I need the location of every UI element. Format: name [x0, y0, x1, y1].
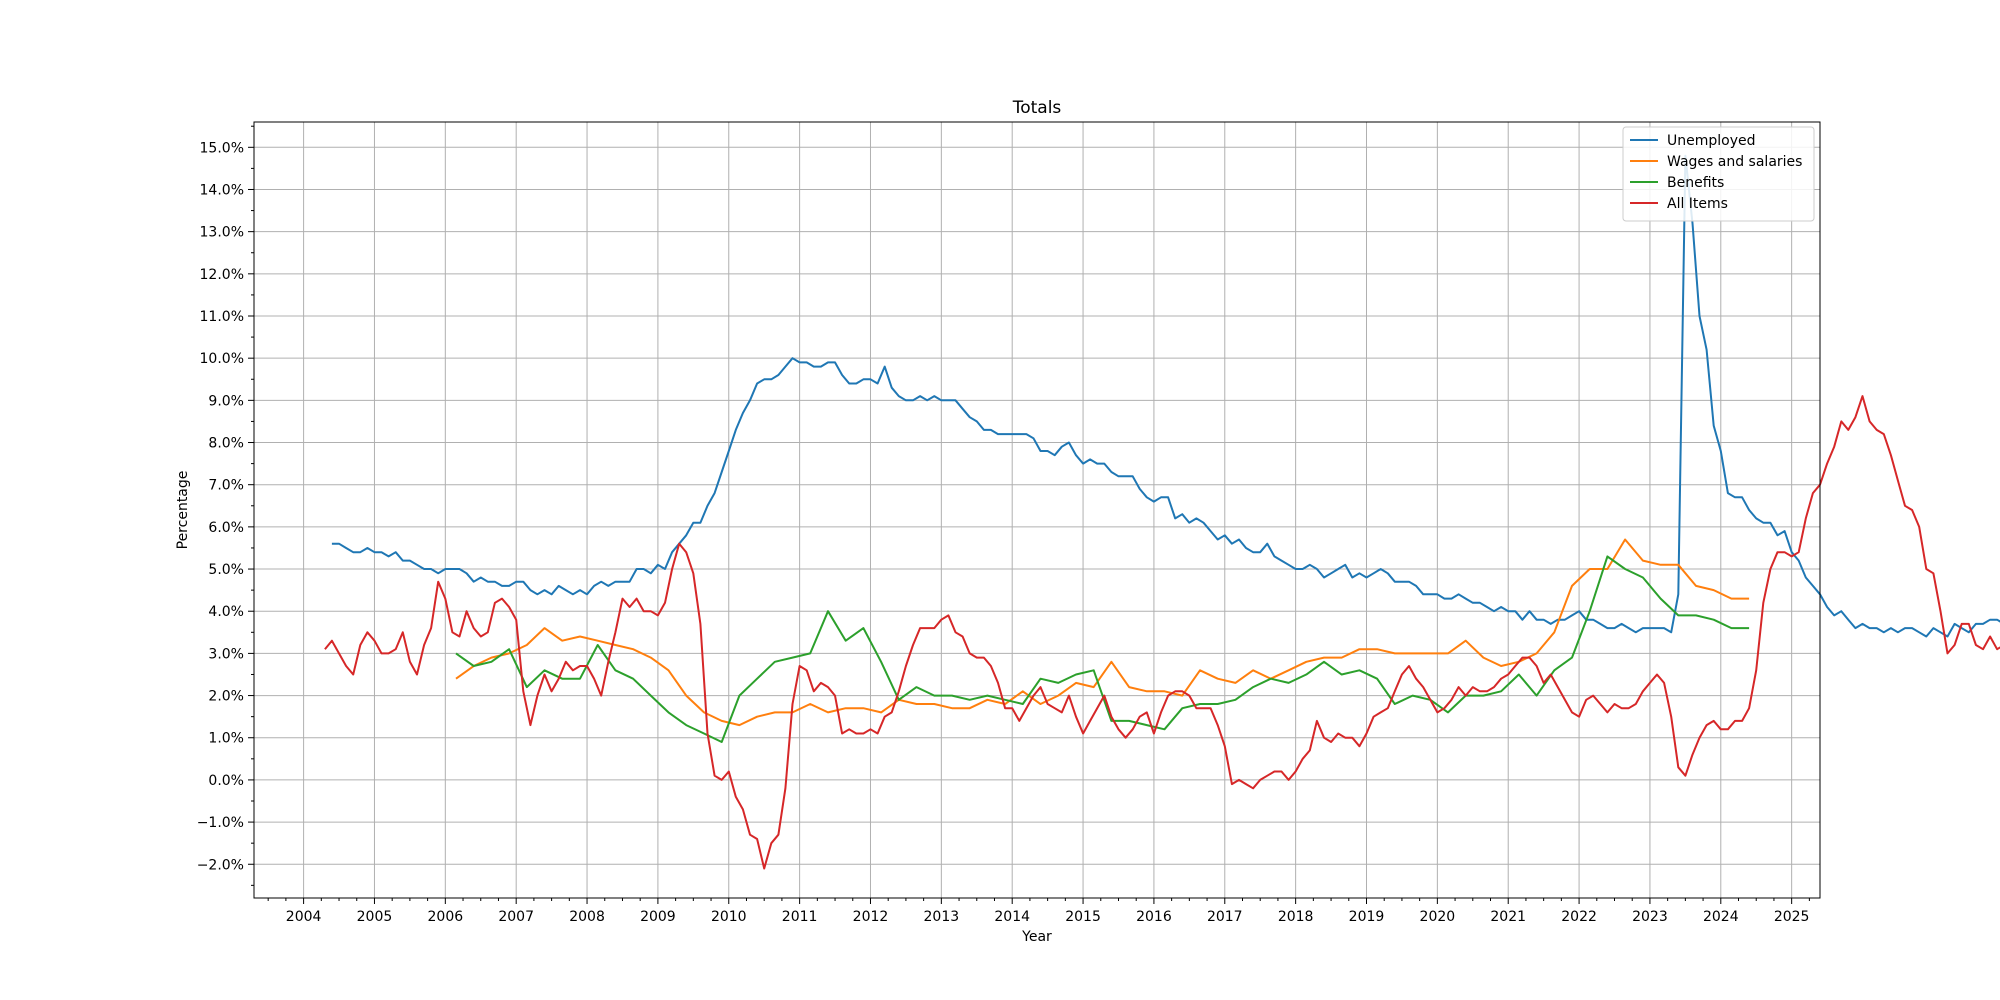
x-tick-label: 2005: [357, 909, 393, 925]
y-tick-label: 1.0%: [208, 731, 244, 747]
y-tick-label: 0.0%: [208, 773, 244, 789]
x-tick-label: 2012: [853, 909, 889, 925]
y-axis: −2.0% −1.0% 0.0% 1.0% 2.0% 3.0% 4.0% 5.0% 6.0% 7.…: [197, 125, 254, 886]
legend-label: All Items: [1667, 196, 1728, 212]
y-tick-label: 15.0%: [200, 140, 244, 156]
x-tick-label: 2021: [1490, 909, 1526, 925]
series-line-wages-and-salaries: [455, 538, 1750, 727]
x-tick-label: 2020: [1420, 909, 1456, 925]
x-tick-label: 2017: [1207, 909, 1243, 925]
legend-label: Benefits: [1667, 175, 1724, 191]
legend-label: Unemployed: [1667, 133, 1756, 149]
x-tick-label: 2011: [782, 909, 818, 925]
x-tick-label: 2015: [1065, 909, 1101, 925]
y-tick-label: 6.0%: [208, 520, 244, 536]
x-tick-label: 2025: [1774, 909, 1810, 925]
y-tick-label: 8.0%: [208, 436, 244, 452]
legend-label: Wages and salaries: [1667, 154, 1802, 170]
x-tick-label: 2004: [286, 909, 322, 925]
y-tick-label: 14.0%: [200, 182, 244, 198]
y-tick-label: −1.0%: [197, 815, 244, 831]
x-tick-label: 2007: [498, 909, 534, 925]
series-line-all-items: [324, 395, 2000, 870]
y-tick-label: 12.0%: [200, 267, 244, 283]
y-tick-label: 5.0%: [208, 562, 244, 578]
y-tick-label: 13.0%: [200, 225, 244, 241]
y-tick-label: 2.0%: [208, 689, 244, 705]
x-tick-label: 2022: [1561, 909, 1597, 925]
y-tick-label: 4.0%: [208, 604, 244, 620]
x-tick-label: 2014: [994, 909, 1030, 925]
y-tick-label: 10.0%: [200, 351, 244, 367]
y-tick-label: 11.0%: [200, 309, 244, 325]
x-axis-label: Year: [1021, 929, 1052, 945]
y-tick-label: 9.0%: [208, 393, 244, 409]
chart-title: Totals: [1012, 98, 1062, 118]
y-tick-label: 3.0%: [208, 646, 244, 662]
y-axis-label: Percentage: [175, 471, 191, 550]
series-layer: [324, 154, 2000, 870]
plot-frame: [253, 121, 1821, 899]
x-tick-label: 2006: [428, 909, 464, 925]
x-tick-label: 2010: [711, 909, 747, 925]
x-tick-label: 2016: [1136, 909, 1172, 925]
legend-box: [1622, 126, 1815, 222]
series-line-benefits: [455, 555, 1750, 743]
x-axis: 2004 2005 2006 2007 2008 2009 2010 2011 2012 2013…: [267, 898, 1810, 925]
y-tick-label: −2.0%: [197, 857, 244, 873]
x-tick-label: 2023: [1632, 909, 1668, 925]
grid: [254, 122, 1820, 898]
series-line-unemployed: [331, 154, 2000, 638]
x-tick-label: 2008: [569, 909, 605, 925]
x-tick-label: 2024: [1703, 909, 1739, 925]
legend: Unemployed Wages and salaries Benefits All …: [1622, 126, 1815, 222]
y-tick-label: 7.0%: [208, 478, 244, 494]
x-tick-label: 2013: [924, 909, 960, 925]
x-tick-label: 2019: [1349, 909, 1385, 925]
x-tick-label: 2009: [640, 909, 676, 925]
x-tick-label: 2018: [1278, 909, 1314, 925]
